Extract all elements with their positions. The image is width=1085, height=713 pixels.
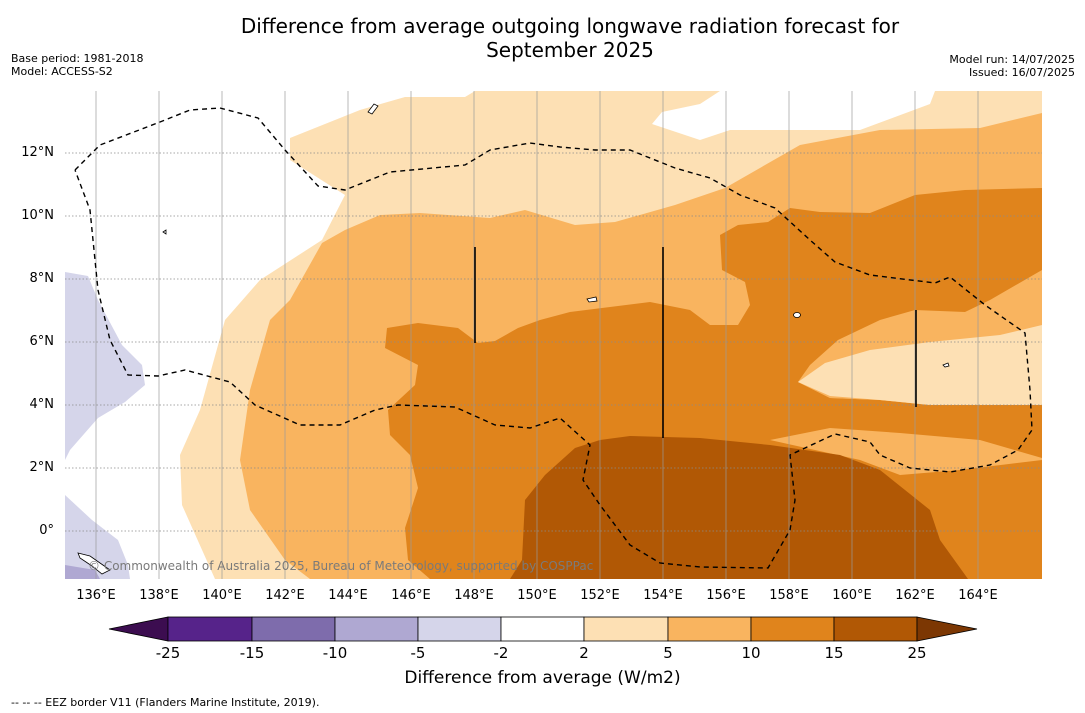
lon-tick-label: 150°E <box>517 588 557 603</box>
meta-right: Model run: 14/07/2025 Issued: 16/07/2025 <box>949 53 1075 79</box>
lon-tick-label: 164°E <box>958 588 998 603</box>
colorbar <box>108 616 978 642</box>
colorbar-tick-label: -25 <box>155 644 181 662</box>
lon-tick-label: 138°E <box>139 588 179 603</box>
lat-tick-label: 10°N <box>21 208 54 223</box>
colorbar-tick-label: 2 <box>579 644 589 662</box>
contour-fills <box>65 91 1042 579</box>
colorbar-tick-label: -2 <box>493 644 509 662</box>
fill-15-25 <box>510 436 968 579</box>
lat-tick-label: 6°N <box>29 334 55 349</box>
lon-tick-label: 156°E <box>706 588 746 603</box>
base-period: Base period: 1981-2018 <box>11 52 144 65</box>
lon-tick-label: 142°E <box>265 588 305 603</box>
fill-neg-5 <box>65 272 145 460</box>
colorbar-extend-high <box>916 616 978 642</box>
chart-title: Difference from average outgoing longwav… <box>160 14 980 62</box>
colorbar-title: Difference from average (W/m2) <box>404 668 681 688</box>
title-line-2: September 2025 <box>486 38 654 62</box>
colorbar-extend-low <box>108 616 169 642</box>
copyright-notice: © Commonwealth of Australia 2025, Bureau… <box>88 559 594 573</box>
colorbar-tick-label: -15 <box>239 644 265 662</box>
model-run: Model run: 14/07/2025 <box>949 53 1075 66</box>
lat-tick-label: 0° <box>39 523 54 538</box>
lon-tick-label: 140°E <box>202 588 242 603</box>
lat-tick-label: 8°N <box>29 271 55 286</box>
graticule <box>95 91 979 579</box>
island-outlines <box>77 103 950 575</box>
colorbar-tick-label: 5 <box>663 644 673 662</box>
fill-10-15-east-south <box>900 460 1042 579</box>
lat-tick-label: 4°N <box>29 397 55 412</box>
lon-tick-label: 148°E <box>454 588 494 603</box>
fill-neg-10 <box>65 565 100 579</box>
colorbar-tick-label: -10 <box>322 644 348 662</box>
eez-ticks <box>474 247 917 438</box>
lat-tick-label: 12°N <box>21 145 54 160</box>
issued-date: Issued: 16/07/2025 <box>968 66 1075 79</box>
eez-borders <box>74 107 1033 569</box>
title-line-1: Difference from average outgoing longwav… <box>240 14 900 38</box>
lon-tick-label: 136°E <box>76 588 116 603</box>
lat-tick-label: 2°N <box>29 460 55 475</box>
colorbar-tick-label: 25 <box>907 644 927 662</box>
lon-tick-label: 160°E <box>832 588 872 603</box>
lon-tick-label: 144°E <box>328 588 368 603</box>
colorbar-tick-label: -5 <box>410 644 426 662</box>
colorbar-tick-label: 10 <box>741 644 761 662</box>
fill-2-5-east-lobe <box>798 325 1042 405</box>
meta-left: Base period: 1981-2018 Model: ACCESS-S2 <box>11 52 143 78</box>
eez-footnote: -- -- -- EEZ border V11 (Flanders Marine… <box>11 696 320 709</box>
lon-tick-label: 158°E <box>769 588 809 603</box>
model-name: Model: ACCESS-S2 <box>11 65 113 78</box>
fill-2-5-hole <box>860 91 932 103</box>
lon-tick-label: 146°E <box>391 588 431 603</box>
lon-tick-label: 162°E <box>895 588 935 603</box>
colorbar-tick-label: 15 <box>824 644 844 662</box>
lon-tick-label: 152°E <box>580 588 620 603</box>
lon-tick-label: 154°E <box>643 588 683 603</box>
